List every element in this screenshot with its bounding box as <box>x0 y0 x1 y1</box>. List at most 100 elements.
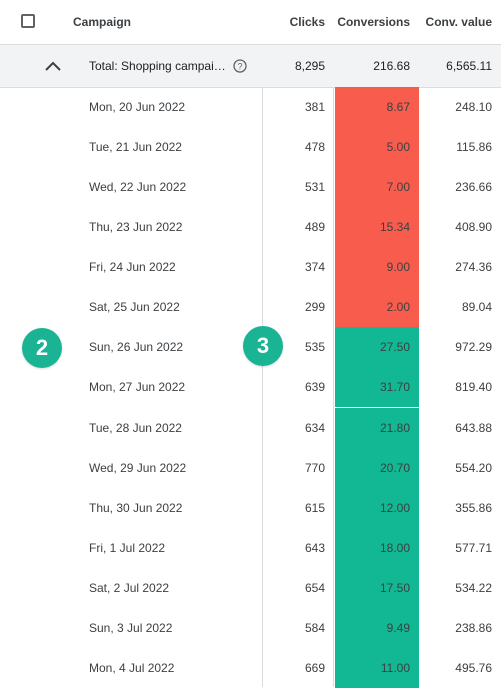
conv-value-column-header[interactable]: Conv. value <box>425 15 492 29</box>
row-clicks: 381 <box>304 100 325 114</box>
help-icon[interactable]: ? <box>233 59 247 73</box>
conversion-heat-cell <box>335 167 419 208</box>
row-conversions: 9.00 <box>386 260 410 275</box>
row-date: Thu, 23 Jun 2022 <box>89 220 183 235</box>
row-conv-value: 89.04 <box>461 300 492 315</box>
row-conversions: 12.00 <box>379 500 410 515</box>
row-conv-value: 355.86 <box>455 500 492 515</box>
step-badge: 2 <box>22 328 62 368</box>
conversion-heat-cell <box>335 447 419 488</box>
total-conversions: 216.68 <box>373 59 410 73</box>
row-clicks: 615 <box>304 500 325 515</box>
row-clicks: 634 <box>304 420 325 435</box>
row-conversions: 31.70 <box>379 380 410 395</box>
total-row: Total: Shopping campai… ? 8,295 216.68 6… <box>0 45 501 88</box>
table-header: Campaign Clicks Conversions Conv. value <box>0 0 501 45</box>
row-date: Fri, 1 Jul 2022 <box>89 540 166 555</box>
row-conv-value: 408.90 <box>455 220 492 235</box>
row-conv-value: 534.22 <box>455 580 492 595</box>
conversion-heat-cell <box>335 647 419 688</box>
row-conv-value: 972.29 <box>455 340 492 355</box>
row-conversions: 18.00 <box>379 540 410 555</box>
table-row: Mon, 20 Jun 2022 381 8.67 248.10 <box>0 87 501 127</box>
conversion-heat-cell <box>335 407 419 448</box>
row-date: Sun, 26 Jun 2022 <box>89 340 184 355</box>
table-row: Wed, 22 Jun 2022 531 7.00 236.66 <box>0 167 501 208</box>
row-conversions: 11.00 <box>380 660 410 675</box>
row-conversions: 27.50 <box>379 340 410 355</box>
row-date: Tue, 28 Jun 2022 <box>89 420 182 435</box>
row-date: Tue, 21 Jun 2022 <box>89 140 182 155</box>
row-conv-value: 238.86 <box>455 620 492 635</box>
row-date: Wed, 29 Jun 2022 <box>89 460 187 475</box>
row-conv-value: 554.20 <box>455 460 492 475</box>
row-conversions: 20.70 <box>379 460 410 475</box>
row-clicks: 639 <box>304 380 325 395</box>
row-conv-value: 274.36 <box>455 260 492 275</box>
row-conv-value: 643.88 <box>455 420 492 435</box>
clicks-column-header[interactable]: Clicks <box>289 15 325 29</box>
table-row: Fri, 24 Jun 2022 374 9.00 274.36 <box>0 247 501 288</box>
row-clicks: 584 <box>304 620 325 635</box>
table-row: Mon, 27 Jun 2022 639 31.70 819.40 <box>0 367 501 408</box>
row-date: Mon, 4 Jul 2022 <box>89 660 175 675</box>
select-all-checkbox[interactable] <box>21 14 35 28</box>
row-clicks: 489 <box>304 220 325 235</box>
table-row: Mon, 4 Jul 2022 669 11.00 495.76 <box>0 647 501 688</box>
row-clicks: 643 <box>304 540 325 555</box>
row-clicks: 654 <box>304 580 325 595</box>
row-date: Sat, 25 Jun 2022 <box>89 300 180 315</box>
column-divider <box>333 0 334 687</box>
conversion-heat-cell <box>335 87 419 127</box>
row-conversions: 7.00 <box>386 180 410 195</box>
conversions-column-header[interactable]: Conversions <box>337 15 410 29</box>
row-conv-value: 236.66 <box>455 180 492 195</box>
row-conversions: 15.34 <box>379 220 410 235</box>
conversion-heat-cell <box>335 567 419 608</box>
row-conv-value: 115.86 <box>456 140 492 155</box>
row-conversions: 8.67 <box>386 100 410 114</box>
row-date: Thu, 30 Jun 2022 <box>89 500 183 515</box>
total-clicks: 8,295 <box>294 59 325 73</box>
table-row: Sun, 3 Jul 2022 584 9.49 238.86 <box>0 607 501 648</box>
row-clicks: 374 <box>304 260 325 275</box>
conversion-heat-cell <box>335 487 419 528</box>
row-conversions: 21.80 <box>379 420 410 435</box>
conversion-heat-cell <box>335 367 419 408</box>
conversion-heat-cell <box>335 607 419 648</box>
row-date: Sun, 3 Jul 2022 <box>89 620 173 635</box>
total-conv-value: 6,565.11 <box>446 59 492 73</box>
total-label: Total: Shopping campai… <box>89 59 226 73</box>
table-row: Thu, 23 Jun 2022 489 15.34 408.90 <box>0 207 501 248</box>
row-conversions: 2.00 <box>386 300 410 315</box>
conversion-heat-cell <box>335 207 419 248</box>
row-conv-value: 248.10 <box>455 100 492 114</box>
row-clicks: 770 <box>304 460 325 475</box>
chevron-up-icon[interactable] <box>44 58 62 74</box>
conversion-heat-cell <box>335 327 419 368</box>
row-clicks: 535 <box>304 340 325 355</box>
row-date: Fri, 24 Jun 2022 <box>89 260 176 275</box>
row-conv-value: 495.76 <box>455 660 492 675</box>
table-row: Sat, 2 Jul 2022 654 17.50 534.22 <box>0 567 501 608</box>
row-clicks: 531 <box>304 180 325 195</box>
table-row: Sat, 25 Jun 2022 299 2.00 89.04 <box>0 287 501 328</box>
table-row: Fri, 1 Jul 2022 643 18.00 577.71 <box>0 527 501 568</box>
conversion-heat-cell <box>335 287 419 328</box>
row-date: Mon, 20 Jun 2022 <box>89 100 186 114</box>
table-row: Tue, 28 Jun 2022 634 21.80 643.88 <box>0 407 501 448</box>
svg-text:?: ? <box>237 62 242 72</box>
step-badge: 3 <box>243 326 283 366</box>
conversion-heat-cell <box>335 127 419 168</box>
row-clicks: 669 <box>304 660 325 675</box>
table-row: Sun, 26 Jun 2022 535 27.50 972.29 <box>0 327 501 368</box>
table-row: Thu, 30 Jun 2022 615 12.00 355.86 <box>0 487 501 528</box>
row-date: Mon, 27 Jun 2022 <box>89 380 186 395</box>
row-clicks: 299 <box>304 300 325 315</box>
row-conversions: 9.49 <box>386 620 410 635</box>
table-row: Tue, 21 Jun 2022 478 5.00 115.86 <box>0 127 501 168</box>
row-conv-value: 819.40 <box>455 380 492 395</box>
campaign-column-header[interactable]: Campaign <box>73 15 132 29</box>
conversion-heat-cell <box>335 247 419 288</box>
